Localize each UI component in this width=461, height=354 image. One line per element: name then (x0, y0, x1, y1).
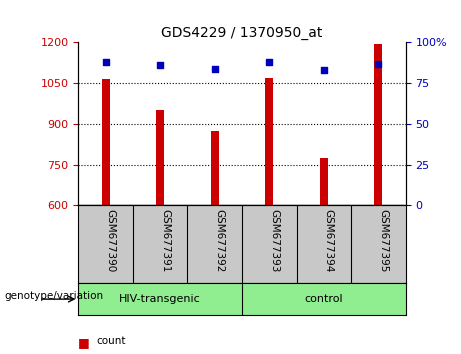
Bar (265, 78, 273, 205)
Point (102, 59, 109, 65)
Point (211, 66, 219, 72)
Text: GSM677394: GSM677394 (324, 209, 334, 273)
Bar (156, 110, 164, 205)
Text: HIV-transgenic: HIV-transgenic (119, 294, 201, 304)
Text: GSM677391: GSM677391 (160, 209, 170, 273)
Text: GSM677393: GSM677393 (269, 209, 279, 273)
Text: GSM677392: GSM677392 (215, 209, 225, 273)
Bar (101, 79, 110, 205)
Point (375, 61, 382, 67)
Text: control: control (305, 294, 343, 304)
Bar (374, 44, 383, 205)
Bar (211, 131, 219, 205)
Text: ■: ■ (78, 336, 90, 349)
Text: genotype/variation: genotype/variation (5, 291, 104, 301)
Point (320, 67, 327, 73)
Text: GSM677390: GSM677390 (106, 209, 116, 273)
Text: count: count (97, 336, 126, 346)
Text: GSM677395: GSM677395 (378, 209, 389, 273)
Title: GDS4229 / 1370950_at: GDS4229 / 1370950_at (161, 26, 323, 40)
Bar (320, 158, 328, 205)
Point (157, 62, 164, 68)
Point (266, 59, 273, 65)
